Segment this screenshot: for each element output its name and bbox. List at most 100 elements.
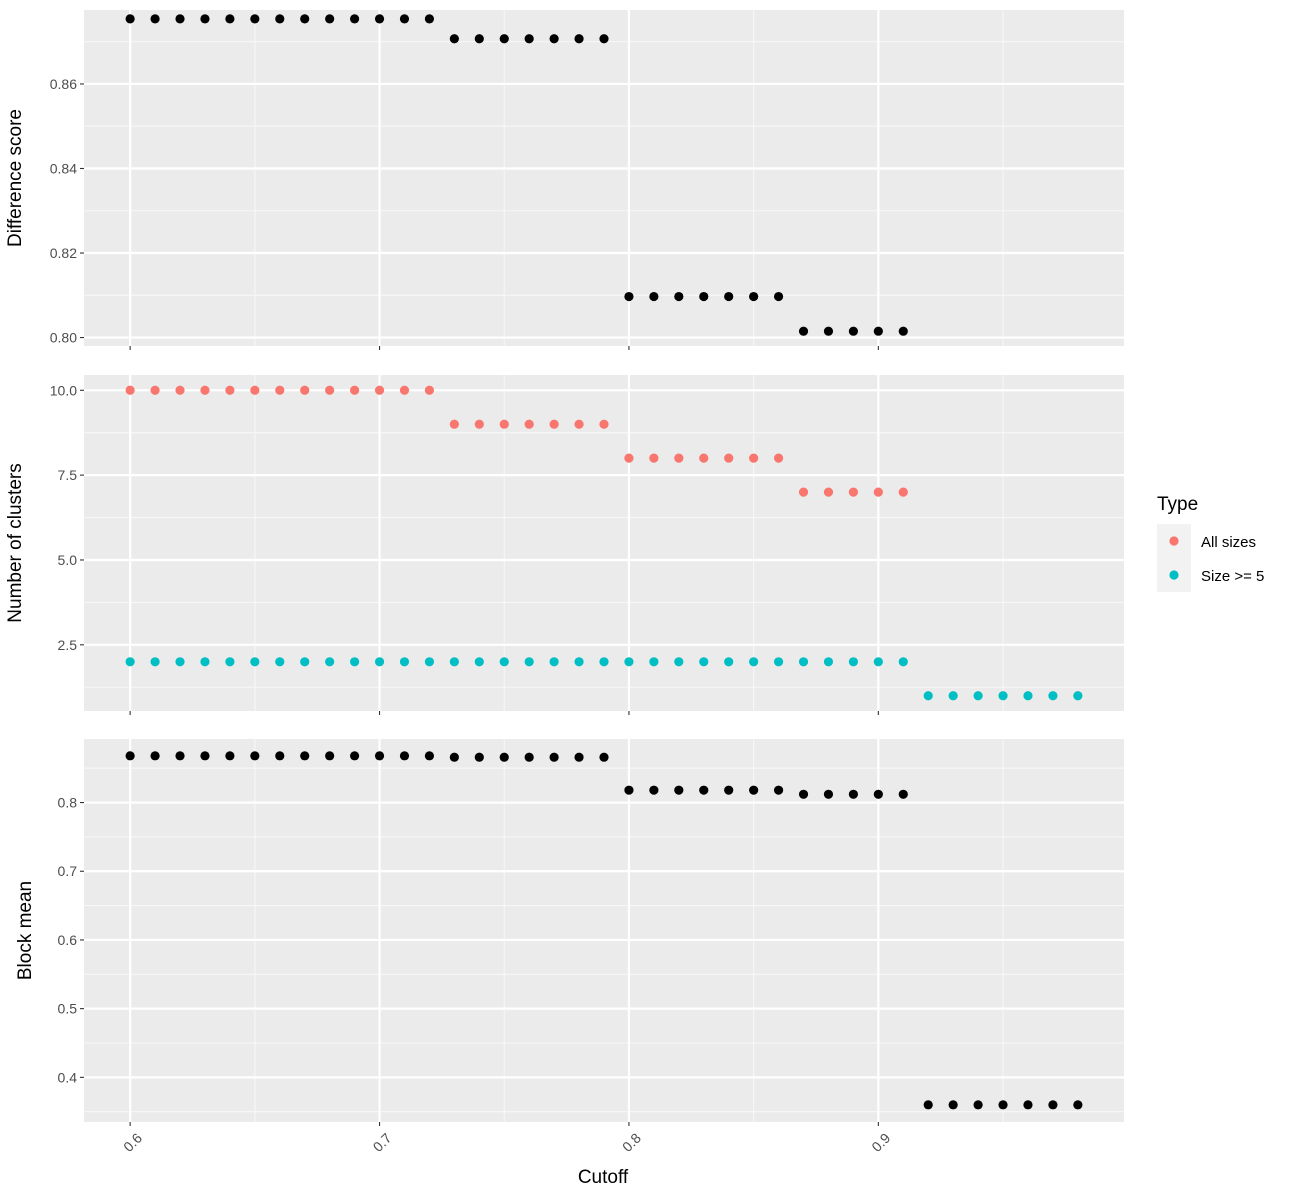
data-point (848, 487, 859, 497)
data-point (1073, 1100, 1083, 1110)
data-point (499, 34, 509, 44)
data-point (349, 14, 360, 24)
data-point (649, 657, 659, 667)
panel-block-mean: 0.4 0.5 0.6 0.7 0.8 0.6 0.7 0.8 0.9 Block mean (15, 739, 1124, 1155)
y-axis-title-number-of-clusters: Number of clusters (5, 463, 26, 622)
y-tick-label: 5.0 (58, 552, 78, 568)
data-point (898, 789, 908, 799)
data-point (699, 657, 709, 667)
data-point (599, 657, 609, 667)
data-point (798, 657, 809, 667)
y-tick-label: 0.4 (58, 1069, 78, 1085)
data-point (374, 751, 385, 761)
data-point (773, 657, 784, 667)
data-point (250, 14, 260, 24)
data-point (524, 752, 534, 762)
data-point (674, 453, 684, 463)
data-point (399, 385, 410, 395)
data-point (823, 789, 834, 799)
panel-background (84, 375, 1124, 711)
data-point (699, 291, 709, 302)
y-tick-label: 0.82 (50, 245, 77, 261)
y-tick-label: 0.7 (58, 863, 78, 879)
data-point (474, 34, 484, 44)
data-point (649, 291, 659, 302)
legend-label-all-sizes: All sizes (1201, 534, 1256, 551)
data-point (225, 751, 235, 761)
data-point (125, 14, 135, 24)
data-point (998, 691, 1008, 701)
legend-item-size-ge-5: Size >= 5 (1157, 558, 1264, 592)
data-point (848, 326, 859, 336)
data-point (175, 14, 185, 24)
data-point (873, 789, 883, 799)
data-point (424, 657, 435, 667)
data-point (200, 657, 210, 667)
y-tick-label: 0.86 (50, 76, 77, 92)
y-tick-label: 0.80 (50, 330, 77, 346)
data-point (898, 657, 908, 667)
data-point (200, 751, 210, 761)
data-point (823, 326, 834, 336)
data-point (225, 385, 235, 395)
data-point (749, 453, 759, 463)
data-point (349, 751, 360, 761)
x-tick-label: 0.8 (619, 1130, 644, 1155)
data-point (574, 34, 584, 44)
data-point (349, 657, 360, 667)
data-point (474, 419, 484, 429)
data-point (724, 291, 734, 302)
data-point (399, 751, 410, 761)
data-point (624, 657, 634, 667)
x-tick-label: 0.9 (868, 1130, 893, 1155)
data-point (175, 751, 185, 761)
data-point (823, 487, 834, 497)
data-point (574, 419, 584, 429)
data-point (624, 291, 634, 302)
data-point (125, 657, 135, 667)
data-point (499, 419, 509, 429)
data-point (399, 14, 410, 24)
data-point (449, 752, 459, 762)
data-point (699, 453, 709, 463)
data-point (374, 14, 385, 24)
data-point (300, 751, 310, 761)
y-axis-title-block-mean: Block mean (15, 881, 36, 980)
data-point (898, 326, 908, 336)
data-point (749, 785, 759, 795)
data-point (798, 789, 809, 799)
panel-number-of-clusters: 2.5 5.0 7.5 10.0 Number of clusters (5, 375, 1124, 715)
data-point (848, 657, 859, 667)
data-point (873, 487, 883, 497)
data-point (474, 752, 484, 762)
data-point (549, 419, 559, 429)
panel-difference-score: 0.80 0.82 0.84 0.86 Difference score (5, 10, 1124, 350)
data-point (325, 385, 335, 395)
data-point (250, 751, 260, 761)
data-point (150, 657, 160, 667)
data-point (649, 785, 659, 795)
data-point (674, 785, 684, 795)
data-point (300, 14, 310, 24)
data-point (399, 657, 410, 667)
data-point (798, 326, 809, 336)
data-point (325, 657, 335, 667)
data-point (1023, 691, 1033, 701)
data-point (873, 657, 883, 667)
data-point (175, 657, 185, 667)
y-tick-label: 10.0 (50, 382, 77, 398)
data-point (275, 385, 285, 395)
data-point (424, 751, 435, 761)
data-point (524, 34, 534, 44)
x-tick-label: 0.7 (370, 1130, 395, 1155)
x-tick-label: 0.6 (120, 1130, 145, 1155)
data-point (724, 657, 734, 667)
data-point (773, 291, 784, 302)
data-point (749, 657, 759, 667)
data-point (998, 1100, 1008, 1110)
y-tick-label: 0.84 (50, 160, 77, 176)
legend: Type All sizes Size >= 5 (1157, 494, 1264, 592)
data-point (599, 419, 609, 429)
data-point (250, 385, 260, 395)
y-tick-label: 0.6 (58, 932, 78, 948)
